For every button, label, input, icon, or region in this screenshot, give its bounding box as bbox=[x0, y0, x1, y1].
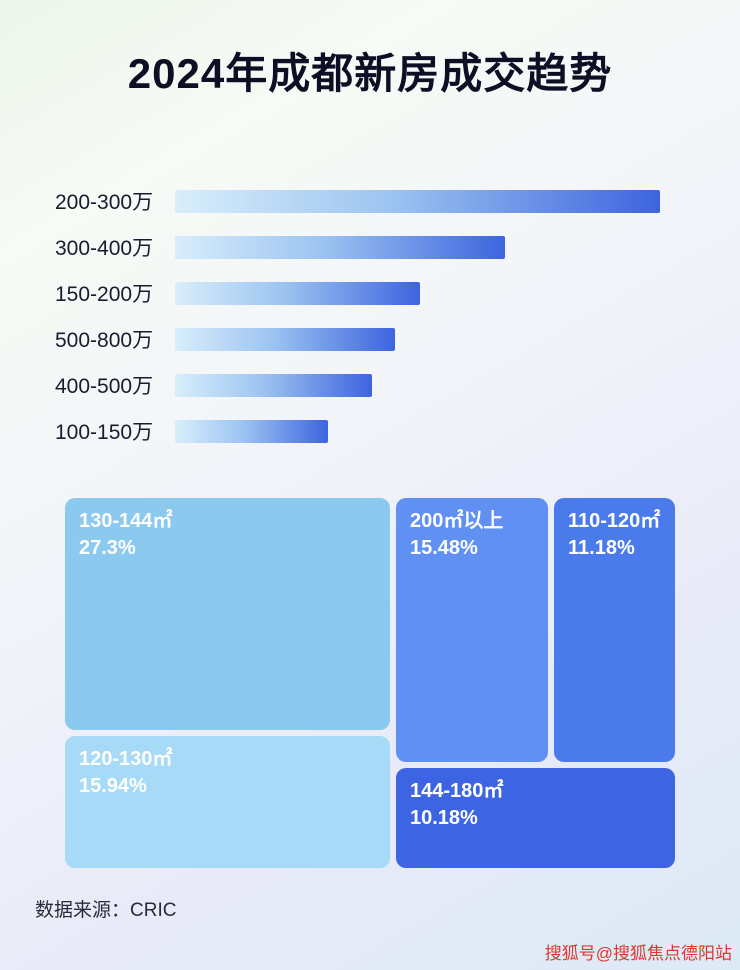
treemap-tile: 120-130㎡ 15.94% bbox=[65, 736, 390, 868]
bar-track bbox=[175, 235, 660, 259]
price-band-bar-chart: 200-300万 300-400万 150-200万 500-800万 400-… bbox=[55, 178, 695, 454]
bar-track bbox=[175, 281, 660, 305]
bar-track bbox=[175, 419, 660, 443]
tile-label: 120-130㎡ bbox=[79, 748, 173, 770]
tile-label: 144-180㎡ bbox=[410, 780, 504, 802]
bar-category-label: 500-800万 bbox=[55, 329, 154, 352]
bar-row: 200-300万 bbox=[55, 178, 695, 224]
bar-row: 500-800万 bbox=[55, 316, 695, 362]
treemap-tile: 200㎡以上 15.48% bbox=[396, 498, 548, 762]
bar-row: 300-400万 bbox=[55, 224, 695, 270]
tile-value: 15.94% bbox=[79, 775, 147, 797]
bar bbox=[175, 281, 420, 305]
bar-row: 150-200万 bbox=[55, 270, 695, 316]
area-share-treemap: 130-144㎡ 27.3% 120-130㎡ 15.94% 200㎡以上 15… bbox=[65, 498, 675, 868]
bar-track bbox=[175, 373, 660, 397]
bar bbox=[175, 189, 660, 213]
tile-label: 130-144㎡ bbox=[79, 510, 173, 532]
bar-row: 400-500万 bbox=[55, 362, 695, 408]
treemap-tile: 130-144㎡ 27.3% bbox=[65, 498, 390, 730]
bar-track bbox=[175, 327, 660, 351]
bar-category-label: 200-300万 bbox=[55, 191, 154, 214]
tile-value: 11.18% bbox=[568, 537, 635, 559]
tile-value: 10.18% bbox=[410, 807, 478, 829]
bar-track bbox=[175, 189, 660, 213]
bar-category-label: 300-400万 bbox=[55, 237, 154, 260]
tile-value: 15.48% bbox=[410, 537, 478, 559]
treemap-tile: 144-180㎡ 10.18% bbox=[396, 768, 675, 868]
bar bbox=[175, 373, 372, 397]
bar bbox=[175, 235, 505, 259]
bar-category-label: 100-150万 bbox=[55, 421, 154, 444]
tile-value: 27.3% bbox=[79, 537, 136, 559]
bar-category-label: 400-500万 bbox=[55, 375, 154, 398]
bar bbox=[175, 327, 395, 351]
treemap-tile: 110-120㎡ 11.18% bbox=[554, 498, 675, 762]
page-title: 2024年成都新房成交趋势 bbox=[127, 50, 613, 97]
watermark: 搜狐号@搜狐焦点德阳站 bbox=[544, 944, 732, 963]
bar bbox=[175, 419, 328, 443]
bar-category-label: 150-200万 bbox=[55, 283, 154, 306]
bar-row: 100-150万 bbox=[55, 408, 695, 454]
tile-label: 200㎡以上 bbox=[410, 510, 504, 532]
tile-label: 110-120㎡ bbox=[568, 510, 661, 532]
data-source-note: 数据来源：CRIC bbox=[35, 900, 177, 921]
